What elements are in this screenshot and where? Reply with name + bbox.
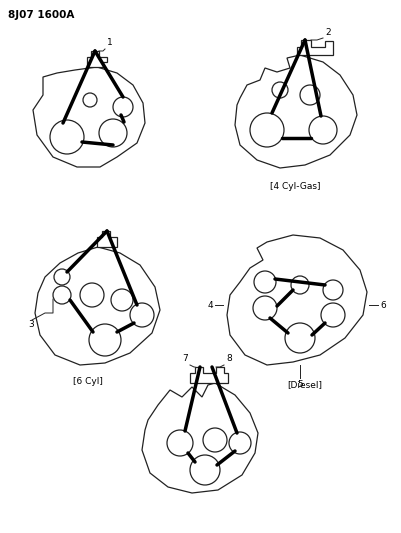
Text: [Diesel]: [Diesel]: [287, 380, 322, 389]
Circle shape: [322, 280, 342, 300]
Circle shape: [190, 455, 219, 485]
Circle shape: [130, 303, 154, 327]
Circle shape: [299, 85, 319, 105]
Polygon shape: [296, 40, 332, 55]
Text: 8J07 1600A: 8J07 1600A: [8, 10, 74, 20]
Circle shape: [99, 119, 127, 147]
Text: 5: 5: [296, 380, 302, 389]
Text: 4: 4: [207, 301, 213, 310]
Circle shape: [113, 97, 133, 117]
Circle shape: [320, 303, 344, 327]
Text: [4 Cyl-Gas]: [4 Cyl-Gas]: [269, 182, 320, 191]
Text: 2: 2: [324, 28, 330, 37]
Circle shape: [290, 276, 308, 294]
Polygon shape: [87, 51, 107, 67]
Circle shape: [83, 93, 97, 107]
Polygon shape: [190, 367, 227, 383]
Circle shape: [111, 289, 133, 311]
Circle shape: [54, 269, 70, 285]
Text: 8: 8: [225, 354, 231, 363]
Circle shape: [229, 432, 250, 454]
Circle shape: [89, 324, 121, 356]
Text: 6: 6: [379, 301, 385, 310]
Polygon shape: [33, 67, 145, 167]
Circle shape: [308, 116, 336, 144]
Circle shape: [252, 296, 276, 320]
Text: 3: 3: [28, 320, 34, 329]
Polygon shape: [142, 383, 257, 493]
Circle shape: [203, 428, 227, 452]
Circle shape: [284, 323, 314, 353]
Circle shape: [50, 120, 84, 154]
Text: [6 Cyl]: [6 Cyl]: [73, 377, 103, 386]
Circle shape: [271, 82, 287, 98]
Circle shape: [166, 430, 192, 456]
Circle shape: [253, 271, 275, 293]
Polygon shape: [35, 247, 160, 365]
Polygon shape: [97, 231, 117, 247]
Text: 7: 7: [182, 354, 188, 363]
Circle shape: [53, 286, 71, 304]
Polygon shape: [227, 235, 366, 365]
Polygon shape: [235, 55, 356, 168]
Circle shape: [249, 113, 283, 147]
Circle shape: [80, 283, 104, 307]
Text: 1: 1: [107, 38, 112, 47]
